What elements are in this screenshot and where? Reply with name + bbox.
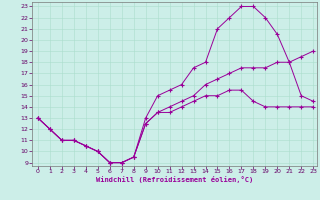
X-axis label: Windchill (Refroidissement éolien,°C): Windchill (Refroidissement éolien,°C): [96, 176, 253, 183]
